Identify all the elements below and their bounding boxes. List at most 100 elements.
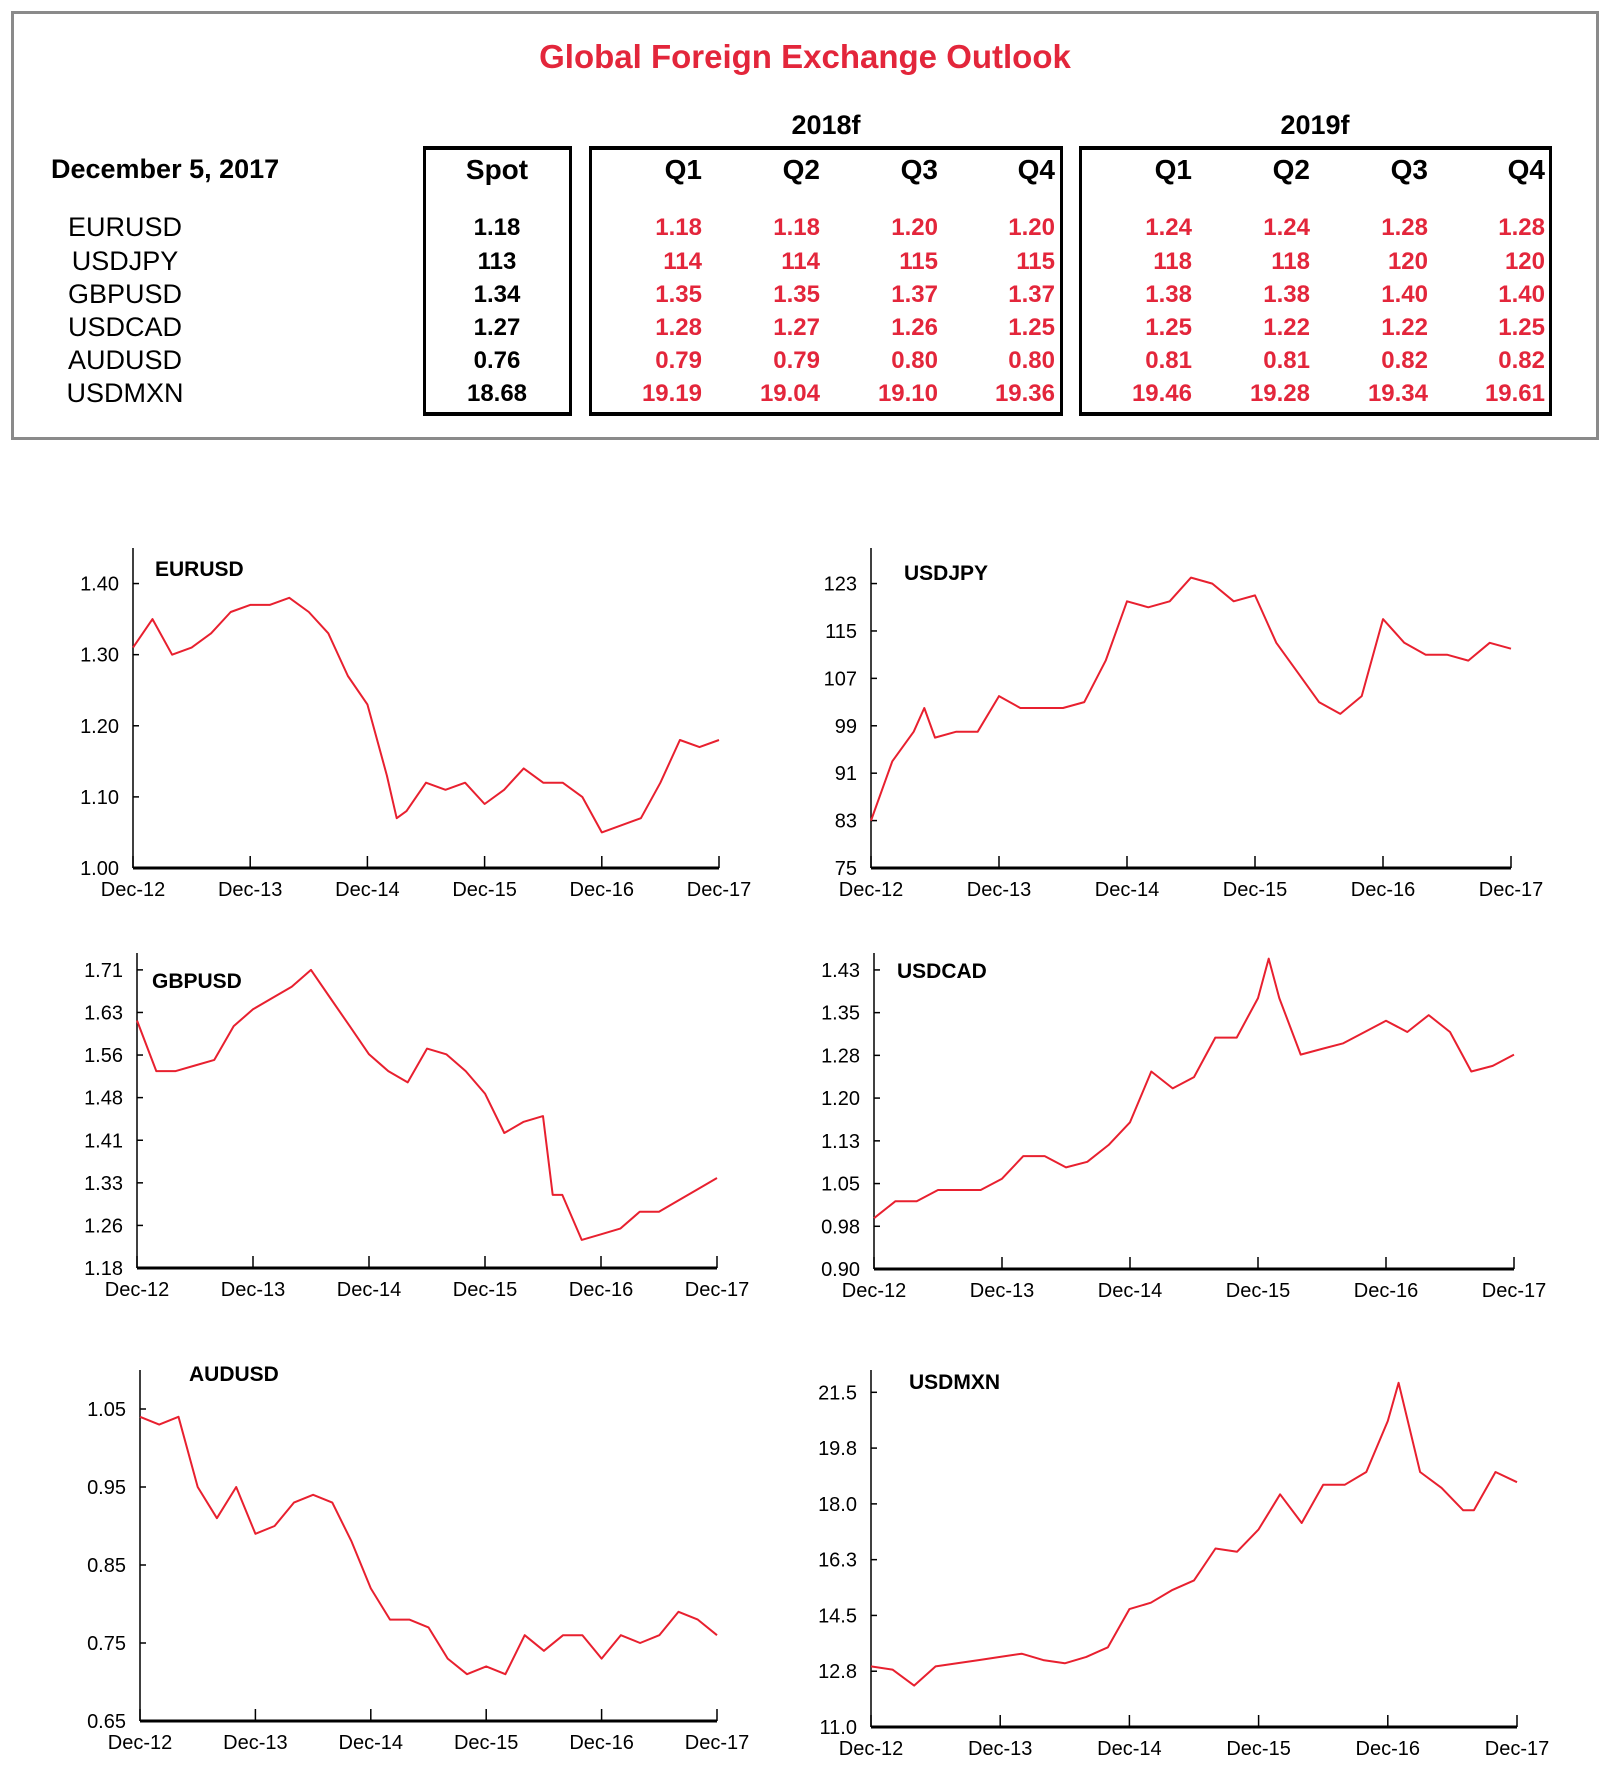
- forecast-2018-value: 1.28: [655, 314, 702, 341]
- forecast-2019-value: 118: [1153, 248, 1192, 275]
- forecast-2019-value: 1.40: [1498, 281, 1545, 308]
- forecast-2019-value: 0.82: [1381, 347, 1428, 374]
- chart-gbpusd: 1.18 1.26 1.33 1.41 1.48 1.56 1.63 1.71 Dec-12 De…: [84, 953, 749, 1301]
- spot-value: 1.27: [473, 314, 521, 341]
- pair-label: USDJPY: [71, 246, 179, 276]
- x-tick-label: Dec-14: [1097, 1738, 1161, 1760]
- forecast-2019-value: 118: [1271, 248, 1310, 275]
- forecast-2018-value: 114: [781, 248, 820, 275]
- forecast-2018-value: 1.35: [655, 281, 702, 308]
- x-tick-label: Dec-17: [685, 1279, 749, 1301]
- y-tick-label: 1.71: [84, 960, 123, 982]
- x-tick-label: Dec-16: [1356, 1738, 1420, 1760]
- pair-label: USDCAD: [67, 312, 182, 342]
- x-tick-label: Dec-15: [1226, 1738, 1290, 1760]
- x-tick-label: Dec-15: [452, 879, 516, 901]
- forecast-2019-value: 1.38: [1263, 281, 1310, 308]
- forecast-2019-value: 1.22: [1381, 314, 1428, 341]
- y-tick-label: 1.48: [84, 1088, 123, 1110]
- forecast-2019-value: 1.28: [1498, 214, 1545, 241]
- forecast-2018-value: 0.79: [655, 347, 702, 374]
- x-tick-label: Dec-16: [1351, 879, 1415, 901]
- forecast-2019-value: 1.24: [1263, 214, 1310, 241]
- y-tick-label: 91: [835, 763, 857, 785]
- y-tick-label: 18.0: [818, 1494, 857, 1516]
- forecast-2019-value: 19.61: [1484, 380, 1545, 407]
- y-tick-label: 0.75: [87, 1633, 126, 1655]
- y-tick-label: 19.8: [818, 1438, 857, 1460]
- x-tick-label: Dec-14: [335, 879, 399, 901]
- x-tick-label: Dec-17: [1482, 1280, 1546, 1302]
- forecast-2018-value: 0.79: [773, 347, 820, 374]
- forecast-2019-value: 1.24: [1145, 214, 1192, 241]
- x-tick-label: Dec-15: [1223, 879, 1287, 901]
- forecast-2018-value: 1.20: [891, 214, 938, 241]
- x-tick-label: Dec-13: [218, 879, 282, 901]
- x-tick-label: Dec-12: [105, 1279, 169, 1301]
- forecast-2018-value: 19.19: [641, 380, 702, 407]
- x-tick-label: Dec-14: [337, 1279, 401, 1301]
- y-tick-label: 1.33: [84, 1173, 123, 1195]
- y-tick-label: 1.40: [80, 574, 119, 596]
- forecast-2018-value: 1.20: [1008, 214, 1055, 241]
- chart-title: USDJPY: [904, 562, 988, 585]
- x-tick-label: Dec-17: [687, 879, 751, 901]
- x-tick-label: Dec-12: [842, 1280, 906, 1302]
- spot-value: 113: [477, 248, 517, 275]
- x-tick-label: Dec-12: [839, 879, 903, 901]
- quarter-header: Q2: [782, 154, 820, 185]
- forecast-2018-value: 1.18: [655, 214, 702, 241]
- y-tick-label: 1.00: [80, 858, 119, 880]
- x-tick-label: Dec-17: [685, 1732, 749, 1754]
- x-tick-label: Dec-16: [569, 1732, 633, 1754]
- forecast-2019-box: [1079, 146, 1552, 416]
- forecast-2019-value: 19.34: [1367, 380, 1428, 407]
- y-tick-label: 83: [835, 811, 857, 833]
- forecast-2018-value: 1.27: [773, 314, 820, 341]
- quarter-header: Q4: [1507, 154, 1545, 185]
- chart-title: USDCAD: [897, 960, 987, 983]
- y-tick-label: 0.90: [821, 1259, 860, 1281]
- series-line: [139, 1415, 718, 1676]
- x-tick-label: Dec-17: [1479, 879, 1543, 901]
- page-title: Global Foreign Exchange Outlook: [539, 38, 1071, 75]
- chart-title: EURUSD: [155, 558, 244, 581]
- quarter-header: Q1: [664, 154, 702, 185]
- y-tick-label: 0.95: [87, 1477, 126, 1499]
- forecast-2019-value: 1.28: [1381, 214, 1428, 241]
- year-header-2018: 2018f: [791, 110, 861, 140]
- forecast-2018-value: 19.36: [994, 380, 1055, 407]
- x-tick-label: Dec-15: [454, 1732, 518, 1754]
- forecast-2018-value: 1.26: [891, 314, 938, 341]
- x-tick-label: Dec-12: [101, 879, 165, 901]
- quarter-header: Q3: [900, 154, 938, 185]
- x-tick-label: Dec-12: [839, 1738, 903, 1760]
- forecast-2018-value: 1.37: [891, 281, 938, 308]
- forecast-2018-value: 19.10: [877, 380, 938, 407]
- forecast-2019-value: 19.28: [1249, 380, 1310, 407]
- outlook-table-frame: [11, 11, 1599, 440]
- series-line: [136, 968, 718, 1241]
- forecast-2018-value: 0.80: [1008, 347, 1055, 374]
- y-tick-label: 1.41: [84, 1130, 123, 1152]
- y-tick-label: 1.20: [80, 716, 119, 738]
- forecast-2019-value: 1.40: [1381, 281, 1428, 308]
- y-tick-label: 12.8: [818, 1661, 857, 1683]
- x-tick-label: Dec-17: [1485, 1738, 1549, 1760]
- chart-eurusd: 1.00 1.10 1.20 1.30 1.40 Dec-12 Dec-13 Dec-14 De…: [80, 548, 751, 901]
- series-line: [870, 1381, 1518, 1687]
- y-tick-label: 0.65: [87, 1711, 126, 1733]
- forecast-2018-value: 115: [1016, 248, 1055, 275]
- x-tick-label: Dec-13: [967, 879, 1031, 901]
- forecast-2018-value: 115: [899, 248, 938, 275]
- y-tick-label: 1.30: [80, 645, 119, 667]
- y-tick-label: 115: [825, 621, 857, 643]
- y-tick-label: 0.98: [821, 1216, 860, 1238]
- y-tick-label: 0.85: [87, 1555, 126, 1577]
- quarter-header: Q2: [1272, 154, 1310, 185]
- y-tick-label: 21.5: [818, 1382, 857, 1404]
- x-tick-label: Dec-13: [221, 1279, 285, 1301]
- y-tick-label: 107: [824, 668, 857, 690]
- pair-label: USDMXN: [66, 378, 184, 408]
- forecast-2019-value: 0.81: [1145, 347, 1192, 374]
